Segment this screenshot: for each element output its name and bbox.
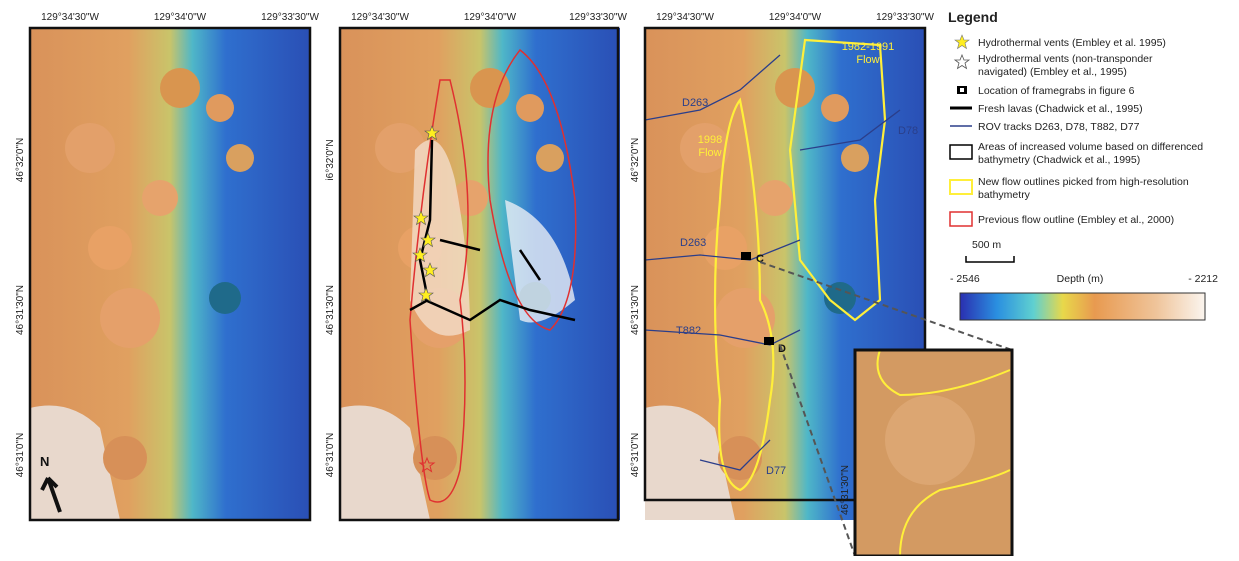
longitude-label: 129°34'30"W [656, 12, 714, 23]
flow-label: 1982-1991 [842, 41, 895, 53]
latitude-label: i6°32'0"N [325, 139, 336, 180]
colorbar [960, 293, 1205, 320]
longitude-label: 129°33'30"W [876, 12, 934, 23]
scale-bar [966, 256, 1014, 262]
track-label: D263 [680, 237, 706, 249]
legend-text: Areas of increased volume based on diffe… [978, 141, 1203, 153]
legend-text: Fresh lavas (Chadwick et al., 1995) [978, 103, 1143, 115]
track-label: D77 [766, 465, 786, 477]
latitude-label: 46°31'30"N [840, 465, 851, 515]
longitude-label: 129°34'0"W [769, 12, 822, 23]
legend-text: Previous flow outline (Embley et al., 20… [978, 214, 1174, 226]
legend-text: New flow outlines picked from high-resol… [978, 176, 1189, 188]
latitude-label: 46°31'30"N [325, 285, 336, 335]
flow-label: Flow [856, 54, 879, 66]
legend-text: Location of framegrabs in figure 6 [978, 85, 1135, 97]
longitude-label: 129°33'30"W [261, 12, 319, 23]
figure: 129°34'30"W 129°34'0"W 129°33'30"W 46°32… [0, 0, 1239, 556]
latitude-label: 46°32'0"N [15, 138, 26, 183]
legend: Legend Hydrothermal vents (Embley et al.… [948, 9, 1218, 320]
map-panel: 129°34'30"W 129°34'0"W 129°33'30"W i6°32… [325, 12, 627, 520]
longitude-label: 129°34'30"W [41, 12, 99, 23]
latitude-label: 46°31'30"N [15, 285, 26, 335]
track-label: D78 [898, 125, 918, 137]
legend-text: bathymetry (Chadwick et al., 1995) [978, 154, 1140, 166]
north-label: N [40, 454, 49, 469]
legend-text: ROV tracks D263, D78, T882, D77 [978, 121, 1140, 133]
latitude-label: 46°31'0"N [630, 433, 641, 478]
legend-text: Hydrothermal vents (Embley et al. 1995) [978, 37, 1166, 49]
latitude-label: 46°31'0"N [325, 433, 336, 478]
longitude-label: 129°34'0"W [464, 12, 517, 23]
colorbar-max: - 2212 [1188, 273, 1218, 285]
legend-title: Legend [948, 9, 998, 25]
legend-text: bathymetry [978, 189, 1031, 201]
flow-label: 1998 [698, 134, 722, 146]
longitude-label: 129°34'30"W [351, 12, 409, 23]
longitude-label: 129°34'0"W [154, 12, 207, 23]
latitude-label: 46°32'0"N [630, 138, 641, 183]
scale-bar-label: 500 m [972, 239, 1001, 251]
track-label: T882 [676, 325, 701, 337]
track-label: D263 [682, 97, 708, 109]
flow-label: Flow [698, 147, 721, 159]
latitude-label: 46°31'30"N [630, 285, 641, 335]
longitude-label: 129°33'30"W [569, 12, 627, 23]
map-panel: 129°34'30"W 129°34'0"W 129°33'30"W 46°32… [15, 12, 319, 520]
latitude-label: 46°31'0"N [15, 433, 26, 478]
legend-text: navigated) (Embley et al., 1995) [978, 66, 1127, 78]
colorbar-title: Depth (m) [1057, 273, 1104, 285]
colorbar-min: - 2546 [950, 273, 980, 285]
legend-text: Hydrothermal vents (non-transponder [978, 53, 1153, 65]
